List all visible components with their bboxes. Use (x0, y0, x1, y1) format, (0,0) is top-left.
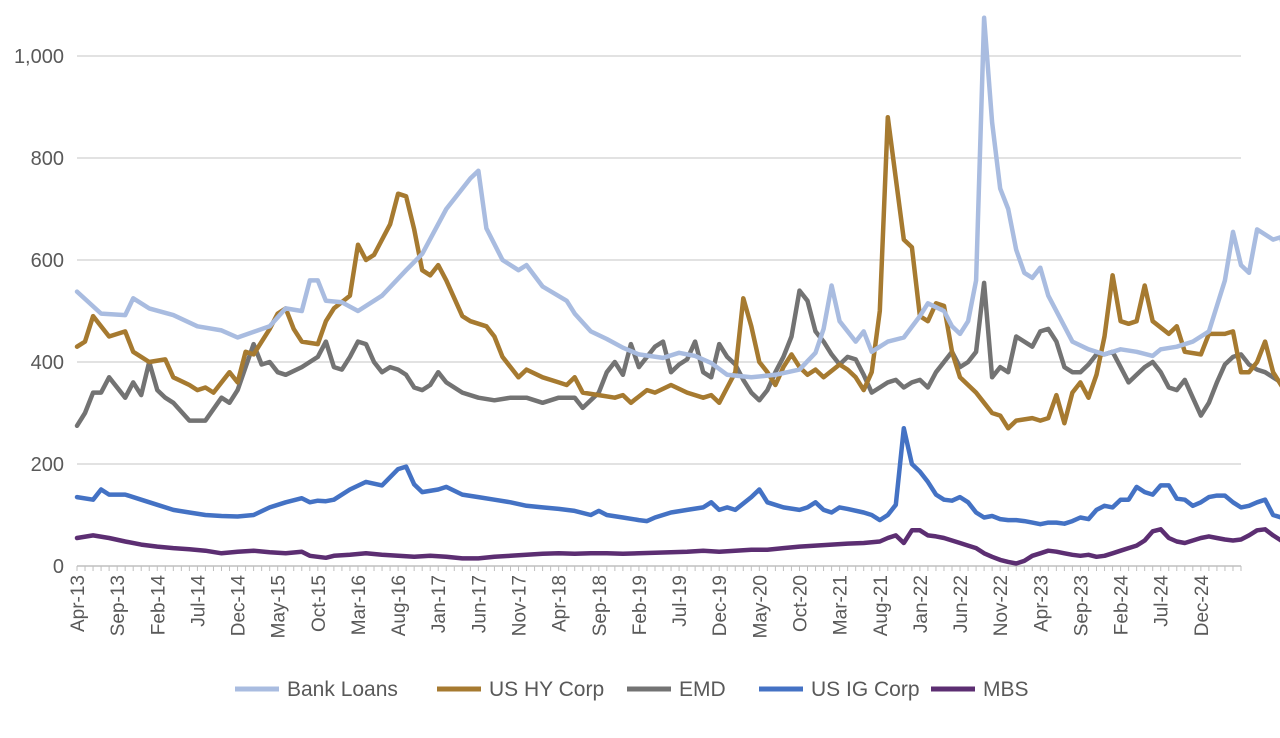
y-tick-label: 400 (31, 352, 64, 374)
x-tick-label: Jan-22 (911, 575, 932, 633)
x-tick-label: Oct-15 (309, 575, 330, 632)
x-tick-label: Feb-24 (1112, 575, 1133, 636)
x-tick-label: Mar-21 (831, 575, 852, 635)
x-tick-label: Dec-24 (1192, 575, 1213, 637)
legend-label: Bank Loans (287, 678, 398, 701)
series-lines (74, 15, 1280, 566)
x-tick-label: Sep-13 (108, 575, 129, 636)
series-line-bank-loans (74, 15, 1280, 380)
x-tick-label: Nov-22 (991, 575, 1012, 636)
y-tick-label: 1,000 (14, 46, 64, 68)
x-tick-label: Mar-16 (349, 575, 370, 635)
series-line-us-hy-corp (74, 114, 1280, 431)
x-tick-label: Apr-18 (550, 575, 571, 632)
x-tick-label: Jun-22 (951, 575, 972, 633)
x-tick-label: Apr-13 (68, 575, 89, 632)
x-tick-label: Jun-17 (469, 575, 490, 633)
x-tick-label: Jul-24 (1152, 575, 1173, 627)
y-tick-label: 800 (31, 148, 64, 170)
y-tick-label: 200 (31, 454, 64, 476)
x-tick-label: Dec-19 (710, 575, 731, 636)
x-tick-label: Jul-19 (670, 575, 691, 627)
y-axis: 0 200 400 600 800 1,000 (14, 46, 64, 578)
x-tick-label: Jan-17 (429, 575, 450, 633)
x-tick-label: Feb-19 (630, 575, 651, 635)
x-tick-label: Jul-14 (188, 575, 209, 627)
x-tick-label: Aug-21 (871, 575, 892, 636)
legend-label: US IG Corp (811, 678, 920, 701)
legend-label: EMD (679, 678, 726, 701)
legend-label: US HY Corp (489, 678, 604, 701)
x-tick-label: Sep-18 (590, 575, 611, 636)
x-tick-label: Apr-23 (1031, 575, 1052, 632)
x-tick-label: Nov-17 (510, 575, 531, 636)
legend: Bank Loans US HY Corp EMD US IG Corp MBS (235, 678, 1029, 701)
x-axis: Apr-13 Sep-13 Feb-14 Jul-14 Dec-14 May-15 Oct-… (68, 565, 1242, 638)
x-tick-label: Dec-14 (229, 575, 250, 637)
gridlines (77, 55, 1241, 465)
x-tick-label: Sep-23 (1071, 575, 1092, 636)
x-tick-label: May-20 (750, 575, 771, 638)
x-tick-label: May-15 (269, 575, 290, 638)
y-tick-label: 0 (53, 556, 64, 578)
y-tick-label: 600 (31, 250, 64, 272)
series-line-mbs (74, 527, 1280, 566)
series-line-emd (74, 280, 1280, 429)
x-tick-label: Aug-16 (389, 575, 410, 636)
series-line-us-ig-corp (74, 426, 1280, 527)
legend-label: MBS (983, 678, 1029, 701)
x-tick-label: Oct-20 (790, 575, 811, 632)
x-tick-label: Feb-14 (148, 575, 169, 636)
